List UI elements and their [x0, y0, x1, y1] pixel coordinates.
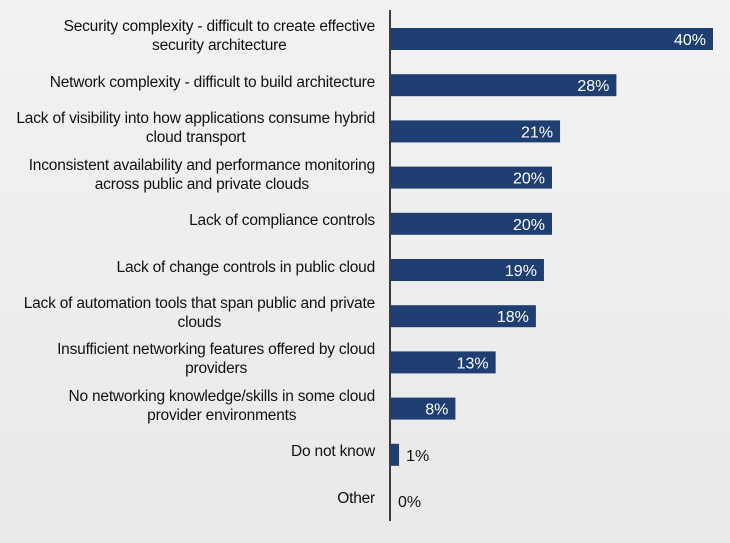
bar-value-label: 40%: [674, 32, 706, 49]
category-label: Lack of change controls in public cloud: [0, 258, 376, 277]
category-label-text: Lack of change controls in public cloud: [116, 258, 376, 277]
category-label: Network complexity - difficult to build …: [0, 73, 375, 92]
category-label-line: security architecture: [152, 37, 287, 54]
bar-value-label: 18%: [497, 309, 529, 326]
category-label: Inconsistent availability and performanc…: [0, 156, 375, 194]
bar-value-label: 20%: [513, 171, 545, 188]
category-label: Insufficient networking features offered…: [0, 340, 375, 378]
category-label: Lack of visibility into how applications…: [0, 109, 375, 147]
category-label: No networking knowledge/skills in some c…: [0, 387, 375, 425]
bar-value-label: 8%: [425, 402, 448, 419]
category-label-line: Security complexity - difficult to creat…: [63, 18, 376, 35]
category-label-text: Lack of visibility into how applications…: [16, 109, 375, 147]
bar: [391, 259, 544, 281]
bar-group: 40% 28% 21% 20% 20% 19% 18% 13% 8% 1% 0%: [391, 28, 713, 511]
category-label-line: Lack of change controls in public cloud: [116, 258, 376, 276]
category-label-line: Lack of compliance controls: [189, 212, 375, 230]
category-label-line: cloud transport: [145, 129, 246, 147]
category-label-text: Lack of automation tools that span publi…: [24, 294, 375, 332]
bar-value-label: 13%: [457, 355, 489, 372]
category-label-line: Insufficient networking features offered…: [57, 341, 375, 359]
category-label: Security complexity - difficult to creat…: [0, 17, 376, 55]
category-label-line: providers: [185, 360, 248, 378]
bar-value-label: 1%: [406, 448, 429, 465]
bar-value-label: 21%: [521, 124, 553, 141]
bar-value-label: 19%: [505, 263, 537, 280]
category-label-text: Network complexity - difficult to build …: [50, 73, 375, 92]
category-label: Do not know: [0, 442, 375, 461]
bar: [391, 74, 617, 97]
bar: [391, 305, 536, 328]
category-label-text: Other: [337, 489, 375, 508]
category-label-line: Lack of visibility into how applications…: [16, 110, 375, 128]
category-label: Other: [0, 489, 375, 508]
bar: [391, 120, 561, 143]
bar: [391, 166, 552, 189]
category-label: Lack of automation tools that span publi…: [0, 294, 375, 332]
category-label-line: Inconsistent availability and performanc…: [28, 156, 375, 174]
category-label-text: Security complexity - difficult to creat…: [63, 17, 376, 55]
bar: [391, 443, 400, 466]
category-label-line: across public and private clouds: [94, 175, 309, 193]
category-label-line: Do not know: [291, 443, 375, 461]
bar: [391, 212, 552, 235]
bar: [391, 351, 496, 374]
category-label-line: No networking knowledge/skills in some c…: [68, 387, 375, 405]
category-label-text: No networking knowledge/skills in some c…: [68, 387, 375, 425]
category-label-text: Do not know: [291, 442, 375, 461]
category-label-line: Other: [337, 489, 375, 507]
bar-value-label: 20%: [513, 217, 545, 234]
category-label-text: Lack of compliance controls: [189, 211, 375, 230]
bar-value-label: 28%: [577, 78, 609, 95]
bar: [391, 28, 713, 50]
category-label-line: Network complexity - difficult to build …: [49, 73, 375, 91]
category-label-line: clouds: [177, 314, 222, 332]
category-label-line: provider environments: [147, 406, 297, 424]
category-label: Lack of compliance controls: [0, 211, 375, 230]
category-label-text: Inconsistent availability and performanc…: [29, 156, 375, 194]
category-label-line: Lack of automation tools that span publi…: [23, 295, 375, 313]
category-label-text: Insufficient networking features offered…: [57, 340, 375, 378]
bar: [391, 397, 456, 420]
bar-value-label: 0%: [398, 494, 421, 511]
